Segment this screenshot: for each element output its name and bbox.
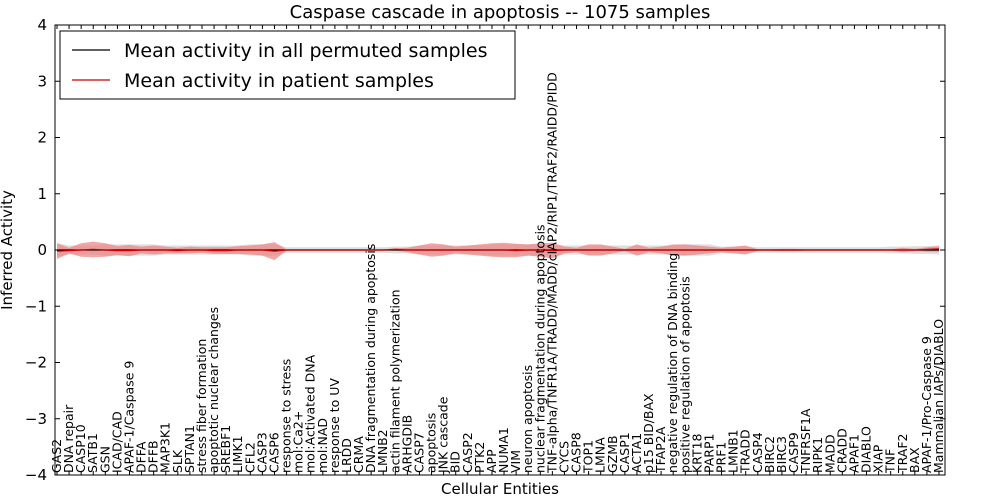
x-tick-label: APAF-1/Pro-Caspase 9: [919, 336, 934, 473]
patient-band: [57, 241, 939, 261]
x-tick-label: GZMB: [605, 435, 620, 473]
x-tick-label: CASP7: [411, 432, 426, 473]
x-tick-label: DIABLO: [859, 426, 874, 473]
x-tick-label: CASP2: [460, 432, 475, 473]
x-tick-label: neuron apoptosis: [520, 365, 535, 473]
x-tick-label: DNA repair: [61, 404, 76, 473]
x-tick-label: DFFB: [146, 440, 161, 473]
y-tick-label: 2: [37, 129, 47, 147]
y-tick-label: 3: [37, 72, 47, 90]
x-tick-label: RIPK1: [810, 437, 825, 473]
y-tick-label: 0: [37, 241, 47, 259]
x-tick-label: mol:NAD: [315, 418, 330, 473]
x-tick-label: CRADD: [834, 428, 849, 473]
x-tick-label: APP: [484, 449, 499, 473]
x-tick-label: ARHGDIB: [399, 415, 414, 473]
x-tick-label: DFFA: [134, 441, 149, 473]
lines-layer: [56, 248, 940, 252]
x-tick-label: mol:Ca2+: [291, 411, 306, 473]
x-tick-label: SATB1: [85, 433, 100, 473]
x-tick-label: CASP1: [617, 432, 632, 473]
x-tick-label: SREBF1: [218, 425, 233, 473]
x-tick-label: CRMA: [351, 436, 366, 473]
x-tick-label: Mammalian IAPs/DIABLO: [931, 319, 946, 473]
x-tick-label: BIRC2: [762, 436, 777, 473]
x-tick-label: response to stress: [279, 359, 294, 473]
x-tick-label: CASP6: [266, 432, 281, 473]
x-tick-label: nuclear fragmentation during apoptosis: [532, 224, 547, 473]
x-tick-label: apoptosis: [424, 413, 439, 473]
x-tick-label: BAX: [907, 447, 922, 473]
x-tick-label: PRF1: [714, 442, 729, 473]
x-tick-label: LIMK1: [230, 435, 245, 473]
x-tick-label: TFAP2A: [653, 426, 668, 474]
y-tick-label: −1: [25, 297, 47, 315]
x-tick-label: GSN: [97, 446, 112, 473]
x-tick-label: TNF-alpha/TNFR1A/TRADD/MADD/cIAP2/RIP1/T…: [544, 72, 559, 474]
x-tick-label: SPTAN1: [182, 425, 197, 473]
x-tick-label: ICAD/CAD: [109, 411, 124, 473]
y-tick-label: 1: [37, 185, 47, 203]
x-tick-label: apoptotic nuclear changes: [206, 307, 221, 473]
x-tick-label: SLK: [170, 449, 185, 473]
legend-label-patient: Mean activity in patient samples: [124, 70, 434, 92]
x-tick-label: positive regulation of apoptosis: [677, 276, 692, 473]
x-tick-label: TNFRSF1A: [798, 408, 813, 474]
x-tick-label: APAF1: [846, 434, 861, 473]
legend-box: [59, 30, 516, 100]
x-tick-label: APAF-1/Caspase 9: [121, 361, 136, 473]
y-axis: 4 3 2 1 0 −1 −2 −3 −4: [25, 16, 945, 484]
x-tick-label: actin filament polymerization: [387, 289, 402, 473]
patient-mean-line: [56, 248, 940, 252]
x-axis-label: Cellular Entities: [441, 480, 559, 498]
y-tick-label: −2: [25, 354, 47, 372]
x-tick-label: PARP1: [701, 434, 716, 473]
x-tick-label: BID: [448, 451, 463, 473]
x-tick-label: TOP1: [581, 440, 596, 474]
x-tick-label: CASP4: [750, 432, 765, 473]
x-tick-label: response to UV: [327, 378, 342, 473]
x-tick-label: LMNB2: [375, 429, 390, 473]
x-tick-label: p15 BID/BAX: [641, 393, 656, 473]
x-tick-label: stress fiber formation: [194, 339, 209, 473]
x-tick-label: XIAP: [871, 444, 886, 473]
y-tick-label: −3: [25, 410, 47, 428]
x-tick-label: TRAF2: [895, 433, 910, 474]
x-tick-label: CASP3: [254, 432, 269, 473]
x-tick-label: JNK cascade: [436, 396, 451, 474]
x-tick-label: ACTA1: [629, 433, 644, 473]
x-tick-label: negative regulation of DNA binding: [665, 253, 680, 473]
x-tick-label: CASP10: [73, 424, 88, 473]
x-tick-label: MADD: [822, 434, 837, 473]
y-axis-label: Inferred Activity: [0, 190, 16, 310]
x-tick-label: TNF: [883, 449, 898, 474]
x-tick-label: VIM: [508, 450, 523, 473]
x-tick-label: mol:Activated DNA: [303, 354, 318, 473]
x-tick-label: LMNB1: [726, 429, 741, 473]
x-tick-label: CASP9: [786, 432, 801, 473]
x-tick-label: PTK2: [472, 442, 487, 473]
y-tick-label: −4: [25, 466, 47, 484]
x-tick-label: CYCS: [556, 441, 571, 473]
legend: Mean activity in all permuted samples Me…: [59, 30, 516, 100]
x-tick-label: GAS2: [49, 439, 64, 473]
x-tick-label: TRADD: [738, 429, 753, 474]
y-tick-label: 4: [37, 16, 47, 34]
legend-label-permuted: Mean activity in all permuted samples: [124, 40, 487, 62]
x-tick-label: CFL2: [242, 442, 257, 473]
x-tick-label: CASP8: [569, 432, 584, 473]
x-tick-label: MAP3K1: [158, 422, 173, 473]
x-tick-label: DNA fragmentation during apoptosis: [363, 244, 378, 473]
x-tick-label: BIRC3: [774, 436, 789, 473]
x-tick-label: LRDD: [339, 438, 354, 473]
chart-title: Caspase cascade in apoptosis -- 1075 sam…: [290, 2, 711, 23]
x-tick-label: LMNA: [593, 437, 608, 473]
x-tick-label: NUMA1: [496, 427, 511, 473]
x-tick-label: KRT18: [689, 433, 704, 473]
